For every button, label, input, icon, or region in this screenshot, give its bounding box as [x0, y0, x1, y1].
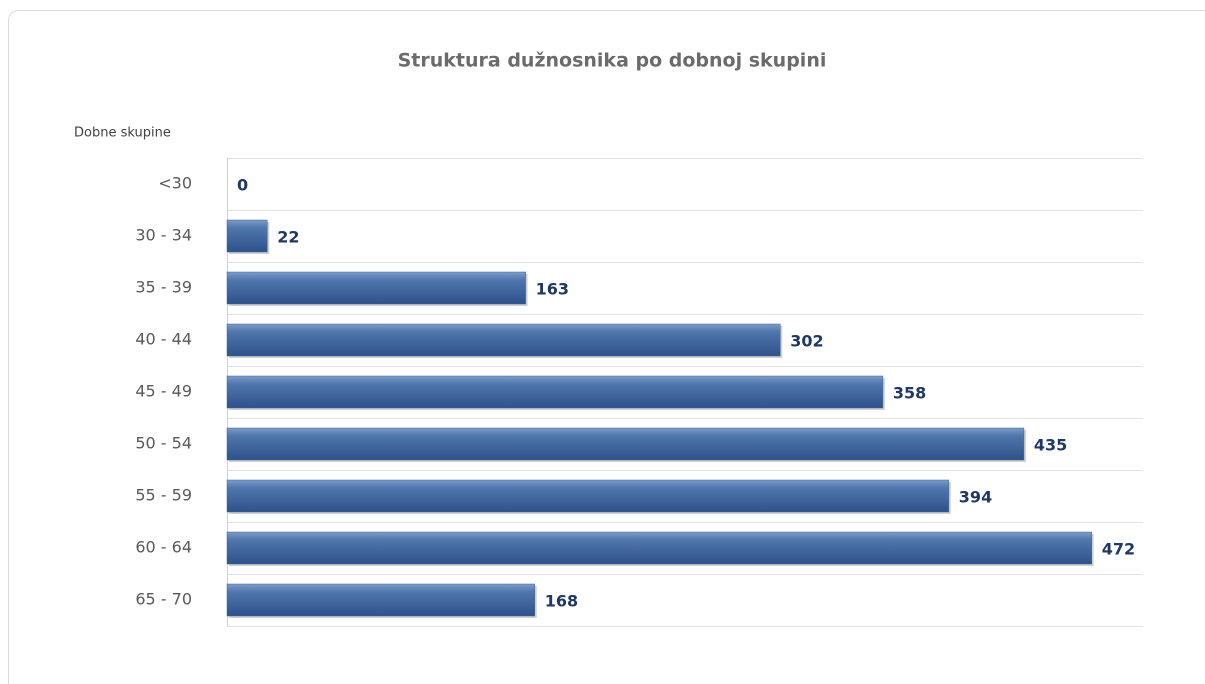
y-tick-label: 40 - 44 — [135, 330, 192, 349]
data-label: 358 — [893, 384, 926, 403]
chart-title: Struktura dužnosnika po dobnoj skupini — [398, 50, 827, 72]
data-label: 394 — [959, 488, 992, 507]
data-label: 302 — [790, 332, 823, 351]
data-label: 163 — [536, 280, 569, 299]
data-label: 472 — [1102, 540, 1135, 559]
plot-area: <30 0 30 - 34 22 35 - 39 163 40 - 44 302 45 - 49… — [135, 158, 1143, 627]
y-tick-label: 60 - 64 — [135, 538, 192, 557]
bar — [226, 583, 536, 617]
data-label: 22 — [277, 228, 299, 247]
y-tick-label: 35 - 39 — [135, 278, 192, 297]
bar — [226, 323, 781, 357]
y-tick-label: <30 — [158, 174, 192, 193]
data-label: 435 — [1034, 436, 1067, 455]
bar — [226, 219, 268, 253]
y-tick-label: 55 - 59 — [135, 486, 192, 505]
data-label: 168 — [545, 592, 578, 611]
y-tick-label: 50 - 54 — [135, 434, 192, 453]
bar — [226, 375, 884, 409]
bar — [226, 271, 526, 305]
axis-title: Dobne skupine — [74, 126, 171, 141]
bar — [226, 479, 950, 513]
y-tick-label: 65 - 70 — [135, 590, 192, 609]
data-label: 0 — [237, 176, 248, 195]
bar — [226, 427, 1025, 461]
y-tick-label: 45 - 49 — [135, 382, 192, 401]
bar — [226, 531, 1092, 565]
y-tick-label: 30 - 34 — [135, 226, 192, 245]
